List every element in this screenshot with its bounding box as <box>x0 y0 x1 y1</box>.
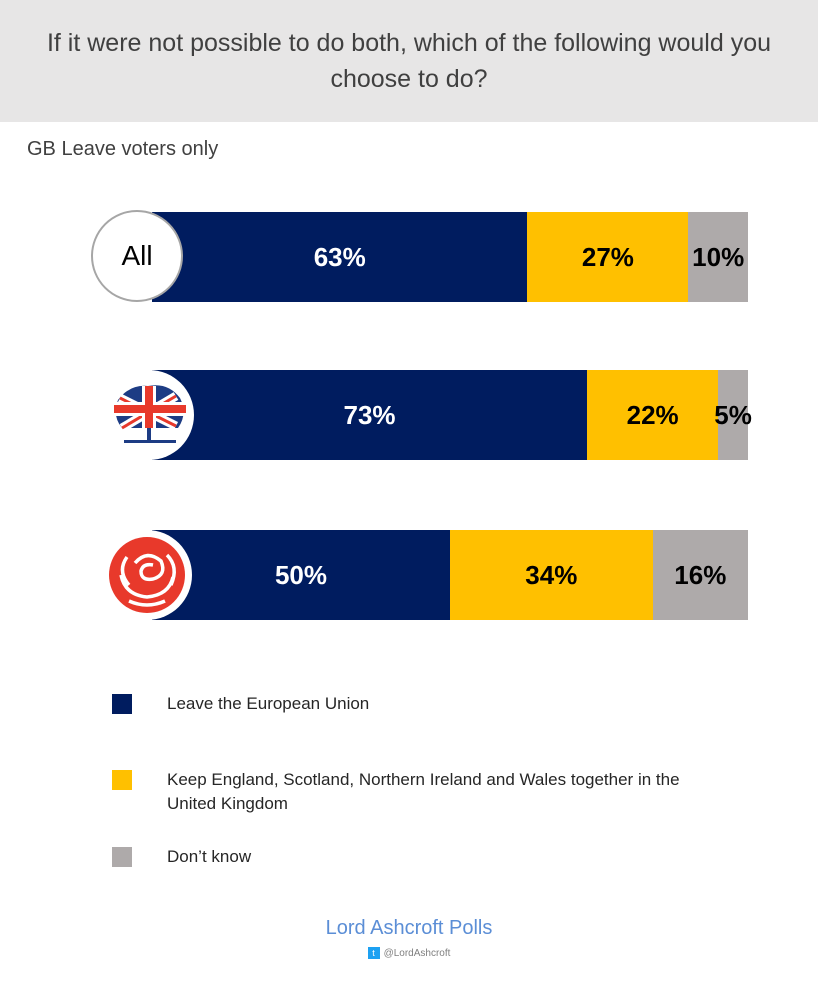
legend-swatch <box>112 694 132 714</box>
bar-segment: 34% <box>450 530 653 620</box>
data-label: 10% <box>692 241 745 272</box>
bar-segment: 27% <box>527 212 689 302</box>
legend-label: Don’t know <box>167 847 252 866</box>
bar-segment: 16% <box>652 530 748 620</box>
bar-segment: 5% <box>714 370 752 460</box>
legend-swatch <box>112 770 132 790</box>
data-label: 73% <box>343 399 396 430</box>
data-label: 16% <box>674 559 727 590</box>
category-label-all: All <box>91 210 183 302</box>
data-label: 34% <box>525 559 578 590</box>
bar-row: 63% 27% 10% <box>152 212 748 302</box>
data-label: 22% <box>626 399 679 430</box>
bar-segment: 63% <box>152 212 528 302</box>
conservative-tree-logo-icon <box>104 370 194 460</box>
twitter-handle[interactable]: t @LordAshcroft <box>0 947 818 959</box>
legend-label: Leave the European Union <box>167 694 370 713</box>
twitter-handle-text: @LordAshcroft <box>383 947 451 959</box>
chart-title-banner: If it were not possible to do both, whic… <box>0 0 818 122</box>
bar-segment: 50% <box>152 530 450 620</box>
brand-name: Lord Ashcroft Polls <box>325 917 493 939</box>
bar-segment: 10% <box>688 212 748 302</box>
data-label: 5% <box>714 399 752 430</box>
chart-subtitle: GB Leave voters only <box>27 138 219 160</box>
data-label: 63% <box>313 241 366 272</box>
labour-rose-logo-icon <box>102 530 192 620</box>
bar-row: 50% 34% 16% <box>152 530 748 620</box>
legend-swatch <box>112 847 132 867</box>
legend-label: Keep England, Scotland, Northern Ireland… <box>167 770 680 813</box>
data-label: 27% <box>581 241 634 272</box>
twitter-icon: t <box>367 947 380 959</box>
chart-title: If it were not possible to do both, whic… <box>46 29 772 93</box>
bar-segment: 22% <box>587 370 719 460</box>
data-label: 50% <box>274 559 328 590</box>
bar-row: 73% 22% 5% <box>152 370 752 460</box>
bar-segment: 73% <box>152 370 588 460</box>
